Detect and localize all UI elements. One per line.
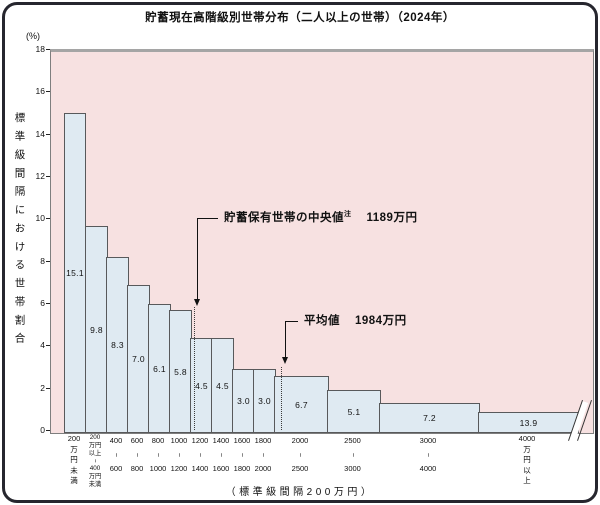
x-axis-label: 400 ~600 — [109, 436, 123, 473]
bar: 3.0 — [253, 369, 276, 433]
bar: 5.1 — [327, 390, 381, 433]
bar-value-label: 5.1 — [347, 406, 361, 417]
x-axis-label: 200 万円未満 — [67, 434, 81, 485]
y-tick-mark — [46, 176, 50, 177]
chart-title: 貯蓄現在高階級別世帯分布（二人以上の世帯）（2024年） — [145, 12, 455, 24]
x-axis-label: 1200 ~1400 — [191, 436, 209, 473]
y-tick-label: 4 — [40, 340, 45, 351]
bar-value-label: 4.5 — [216, 380, 229, 391]
bar-value-label: 7.2 — [423, 413, 436, 423]
y-tick-mark — [46, 430, 50, 431]
x-axis-label: 2000 ~2500 — [291, 436, 309, 473]
median-value: 1189万円 — [366, 212, 418, 224]
bar: 13.9 — [478, 412, 579, 433]
bar-value-label: 15.1 — [66, 268, 84, 278]
median-label: 貯蓄保有世帯の中央値 — [224, 212, 344, 224]
bar: 3.0 — [232, 369, 255, 433]
median-line — [193, 307, 195, 430]
bar-value-label: 6.1 — [153, 363, 166, 374]
x-axis-label: 600 ~800 — [130, 436, 144, 473]
y-tick-label: 18 — [35, 44, 45, 54]
median-arrow-vertical — [197, 218, 199, 299]
x-axis-note: （標準級間隔200万円） — [225, 487, 375, 498]
mean-annotation: 平均値 1984万円 — [304, 312, 407, 328]
y-axis-unit-label: (%) — [26, 31, 40, 41]
mean-arrow-horizontal — [284, 321, 298, 322]
y-tick-label: 6 — [40, 298, 45, 308]
bar-value-label: 8.3 — [111, 340, 124, 350]
y-tick-label: 2 — [40, 382, 45, 393]
mean-label: 平均値 — [304, 315, 340, 327]
bar: 7.2 — [379, 403, 480, 433]
bar: 6.7 — [274, 376, 329, 433]
y-tick-mark — [46, 49, 50, 50]
bar: 5.8 — [169, 310, 192, 433]
bar-value-label: 5.8 — [174, 366, 187, 377]
y-tick-mark — [46, 345, 50, 347]
y-tick-mark — [46, 260, 50, 262]
median-arrowhead — [194, 299, 201, 306]
mean-arrow-vertical — [284, 321, 286, 357]
y-tick-label: 0 — [40, 425, 45, 435]
median-footnote-mark: 注 — [344, 211, 352, 219]
y-tick-label: 14 — [35, 128, 45, 139]
y-tick-label: 8 — [40, 255, 45, 266]
y-tick-mark — [46, 218, 50, 220]
bar-value-label: 4.5 — [195, 380, 208, 391]
bar-value-label: 6.7 — [295, 399, 308, 410]
mean-value: 1984万円 — [355, 315, 407, 327]
bar: 7.0 — [127, 285, 150, 433]
x-axis-label: 800 ~1000 — [149, 436, 167, 473]
y-tick-mark — [46, 303, 50, 304]
x-axis-label: 3000 ~4000 — [419, 436, 437, 473]
y-tick-mark — [46, 387, 50, 389]
bar-value-label: 7.0 — [132, 354, 145, 364]
median-annotation: 貯蓄保有世帯の中央値注 1189万円 — [224, 209, 417, 225]
y-tick-mark — [46, 133, 50, 135]
plot-area: 15.1 9.8 8.3 7.0 6.1 5.8 4.5 4.5 3.0 3.0 6.7 5.1 7.2… — [50, 49, 594, 434]
y-tick-label: 10 — [35, 213, 45, 224]
bar: 4.5 — [211, 338, 234, 433]
y-tick-label: 12 — [35, 171, 45, 181]
median-arrow-horizontal — [197, 218, 218, 219]
x-axis-label: 1000 ~1200 — [170, 436, 188, 473]
y-tick-label: 16 — [35, 86, 45, 97]
y-tick-mark — [46, 91, 50, 93]
y-axis-title: 標準級間隔における世帯割合 — [13, 112, 26, 351]
bar-value-label: 3.0 — [237, 396, 250, 406]
x-axis-label: 1400 ~1600 — [212, 436, 230, 473]
bar: 6.1 — [148, 304, 171, 433]
bar-value-label: 3.0 — [258, 396, 271, 406]
mean-line — [281, 366, 283, 430]
x-axis-label: 4000 万円以上 — [518, 434, 536, 485]
mean-arrowhead — [281, 357, 288, 364]
bar: 8.3 — [106, 257, 129, 433]
x-axis-label: 1600 ~1800 — [233, 436, 251, 473]
bar-value-label: 9.8 — [90, 324, 103, 335]
x-axis-label: 1800 ~2000 — [254, 436, 272, 473]
x-axis-label: 2500 ~3000 — [344, 436, 361, 473]
bar: 15.1 — [64, 113, 86, 433]
bar-value-label: 13.9 — [519, 417, 538, 428]
bar: 9.8 — [85, 226, 108, 433]
x-axis-label: 200 万円 以上 ~400 万円 未満 — [88, 434, 102, 488]
